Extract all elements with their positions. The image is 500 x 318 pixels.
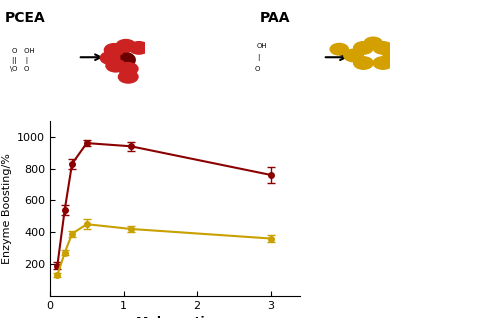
Text: PCEA: PCEA [5, 11, 46, 25]
Circle shape [116, 39, 136, 52]
Text: ||    |: || | [12, 57, 28, 64]
Circle shape [129, 42, 148, 54]
Text: |: | [257, 54, 260, 61]
Circle shape [330, 44, 348, 55]
Circle shape [106, 59, 126, 72]
Circle shape [398, 44, 416, 55]
Circle shape [373, 42, 393, 54]
Circle shape [118, 71, 138, 83]
Circle shape [344, 49, 364, 62]
Circle shape [100, 52, 120, 64]
Circle shape [118, 63, 138, 75]
Text: $\backslash$O   O: $\backslash$O O [9, 64, 31, 73]
Text: OH: OH [257, 43, 268, 49]
Text: PAA: PAA [260, 11, 290, 25]
Circle shape [354, 42, 373, 54]
Y-axis label: Enzyme Boosting/%: Enzyme Boosting/% [2, 153, 12, 264]
Text: O   OH: O OH [12, 48, 35, 54]
Circle shape [383, 49, 402, 62]
Circle shape [364, 37, 382, 49]
Circle shape [354, 57, 373, 69]
X-axis label: Molar ratio: Molar ratio [136, 316, 214, 318]
Circle shape [104, 44, 124, 56]
Circle shape [373, 57, 393, 69]
Circle shape [110, 52, 135, 68]
Text: O: O [254, 66, 260, 72]
